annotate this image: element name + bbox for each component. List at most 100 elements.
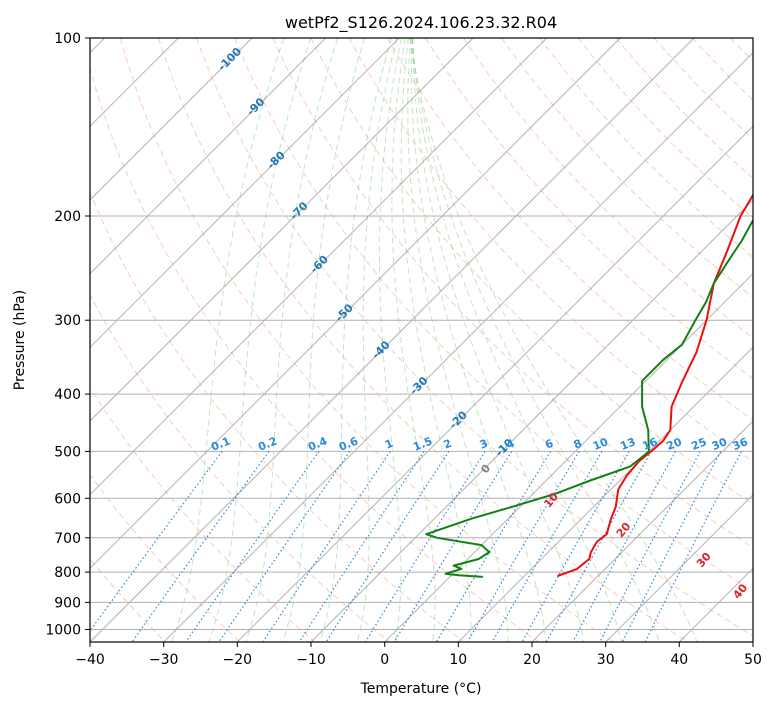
x-tick-label: −40	[75, 652, 105, 668]
skewed-isotherm-line	[310, 199, 753, 642]
mixing-ratio-line	[364, 451, 486, 642]
skewed-isotherm-line	[605, 493, 753, 642]
skewed-isotherm-line	[678, 567, 753, 642]
moist-adiabat-label: 0	[478, 462, 493, 476]
x-axis-title: Temperature (°C)	[360, 681, 482, 697]
x-axis: −40 −30 −20 −10 0 10 20 30 40 50	[75, 642, 762, 668]
dry-adiabat-line	[348, 38, 753, 463]
skewed-isotherm-line	[457, 346, 753, 642]
dry-adiabat-line	[653, 38, 753, 140]
dry-adiabat-line	[90, 386, 316, 642]
mixing-ratio-label: 20	[665, 435, 684, 453]
isotherm-label: -40	[369, 338, 392, 361]
x-tick-label: −20	[223, 652, 253, 668]
mixing-ratio-line	[90, 451, 223, 632]
x-tick-label: 10	[449, 652, 467, 668]
mixing-ratio-line	[185, 451, 320, 642]
x-tick-label: 0	[380, 652, 389, 668]
moist-adiabat-line	[171, 38, 285, 642]
chart-title: wetPf2_S126.2024.106.23.32.R04	[285, 13, 557, 33]
mixing-ratio-label: 8	[572, 437, 584, 452]
isotherm-label: -70	[287, 199, 310, 222]
isotherm-label: -100	[215, 45, 244, 74]
dry-adiabat-line	[769, 38, 775, 642]
skewed-isotherm-line	[90, 38, 548, 496]
dry-adiabat-line	[119, 38, 614, 642]
dry-adiabat-line	[463, 38, 753, 339]
dry-adiabat-line	[90, 473, 241, 642]
moist-adiabat-line	[356, 38, 398, 642]
skewed-isotherm-line	[752, 641, 753, 642]
mixing-ratio-label: 13	[618, 435, 637, 453]
skewed-isotherm-line	[90, 38, 621, 570]
skewed-isotherm-line	[163, 51, 753, 642]
mixing-ratio-label: 25	[689, 435, 708, 453]
y-tick-label: 300	[54, 313, 81, 329]
mixing-ratio-line	[435, 451, 552, 642]
moist-adiabat-line	[412, 38, 622, 642]
skewed-isotherm-line	[90, 38, 695, 642]
isotherm-label: -80	[265, 148, 288, 171]
moist-adiabat-line	[400, 38, 472, 642]
mixing-ratio-line	[545, 451, 652, 642]
moist-adiabat-line	[411, 38, 660, 642]
mixing-ratio-label: 10	[591, 435, 610, 453]
moist-adiabat-label: 20	[614, 520, 634, 540]
dry-adiabat-line	[158, 38, 689, 642]
mixing-ratio-line	[325, 451, 450, 642]
skewed-isotherm-line	[384, 272, 753, 642]
mixing-ratio-label: 16	[640, 435, 659, 453]
x-tick-label: 20	[523, 652, 541, 668]
dry-adiabat-line	[272, 38, 753, 548]
dry-adiabat-line	[196, 38, 753, 637]
x-tick-label: 50	[744, 652, 762, 668]
moist-adiabat-line	[409, 38, 698, 642]
skewed-isotherm-line	[90, 38, 327, 275]
mixing-ratio-line	[466, 451, 580, 642]
moist-adiabat-line	[245, 38, 339, 642]
dry-adiabat-line	[90, 191, 465, 642]
plot-frame	[89, 37, 754, 643]
mixing-ratio-label: 36	[731, 435, 750, 453]
mixing-ratio-line	[218, 451, 351, 642]
mixing-ratio-line	[599, 451, 701, 642]
skewed-isotherm-line	[90, 38, 400, 349]
mixing-ratio-line	[521, 451, 630, 642]
isotherm-label: -50	[333, 301, 356, 324]
x-tick-label: 30	[597, 652, 615, 668]
moist-adiabat-label: 30	[694, 550, 714, 570]
mixing-ratio-line	[621, 451, 722, 642]
y-axis: 100 200 300 400 500 600 700 800 900 1000	[45, 31, 90, 639]
x-tick-label: 40	[670, 652, 688, 668]
dewpoint-profile-line	[425, 218, 753, 578]
moist-adiabat-line	[208, 38, 312, 642]
background-lines	[90, 38, 775, 642]
y-tick-label: 600	[54, 491, 81, 507]
dry-adiabat-line	[234, 38, 753, 592]
x-tick-label: −10	[296, 652, 326, 668]
moist-adiabat-line	[391, 38, 436, 642]
y-tick-label: 1000	[45, 623, 81, 639]
skewed-isotherm-line	[90, 38, 474, 422]
moist-adiabat-line	[412, 38, 585, 642]
dry-adiabat-line	[90, 293, 390, 642]
moist-adiabat-line	[282, 38, 365, 642]
y-tick-label: 800	[54, 565, 81, 581]
mixing-ratio-label: 2	[442, 437, 454, 452]
y-tick-label: 500	[54, 444, 81, 460]
mixing-ratio-label: 6	[543, 437, 555, 452]
moist-adiabat-label: 40	[730, 581, 750, 601]
mixing-ratio-line	[393, 451, 513, 642]
moist-adiabat-line	[378, 38, 402, 642]
dry-adiabat-line	[424, 38, 753, 380]
dry-adiabat-line	[310, 38, 753, 505]
mixing-ratio-line	[572, 451, 677, 642]
mixing-ratio-line	[131, 451, 270, 642]
mixing-ratio-label: 30	[710, 435, 729, 453]
y-tick-label: 100	[54, 31, 81, 47]
dry-adiabat-line	[90, 66, 540, 642]
isotherm-label: -20	[447, 408, 470, 431]
y-tick-label: 200	[54, 209, 81, 225]
y-tick-label: 700	[54, 531, 81, 547]
